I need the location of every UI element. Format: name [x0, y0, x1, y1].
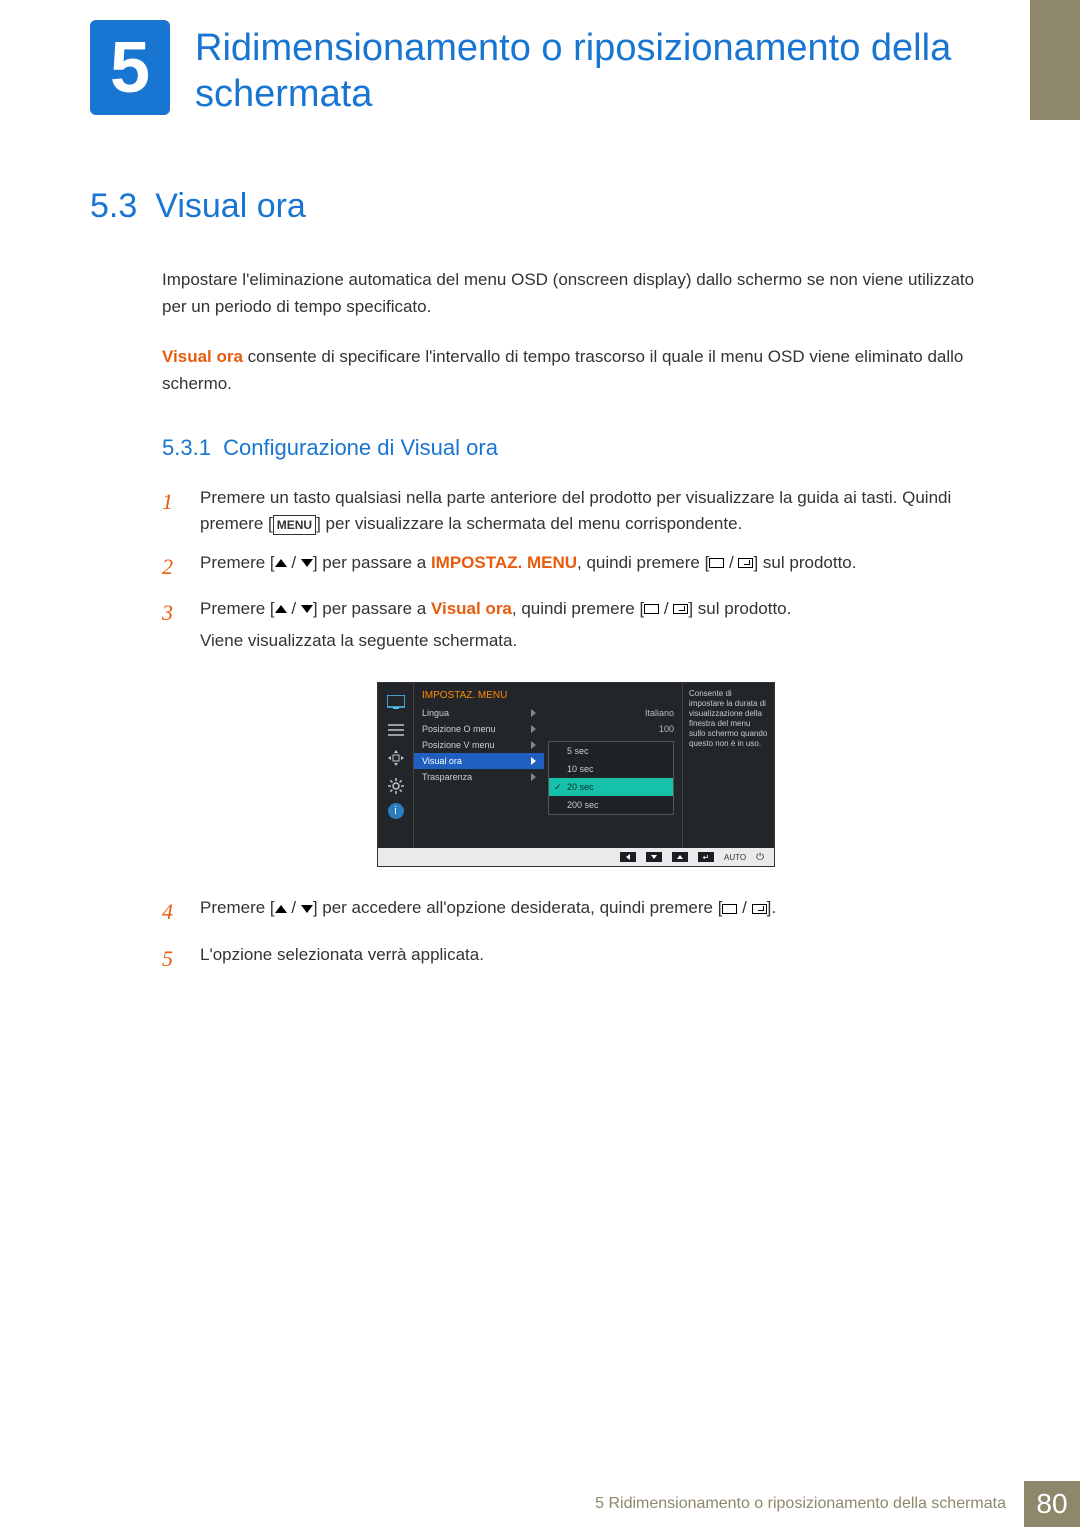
- step-text: Premere un tasto qualsiasi nella parte a…: [200, 485, 990, 538]
- osd-list-icon: [385, 719, 407, 741]
- menu-button-icon: MENU: [273, 515, 316, 536]
- osd-row-pos-o: Posizione O menu: [414, 721, 544, 737]
- page-footer: 5 Ridimensionamento o riposizionamento d…: [0, 1481, 1080, 1527]
- source-icon: [644, 604, 659, 614]
- osd-option-200sec: 200 sec: [549, 796, 673, 814]
- step-number: 4: [162, 895, 182, 929]
- osd-value-lingua: Italiano: [548, 705, 682, 721]
- intro-paragraph-1: Impostare l'eliminazione automatica del …: [90, 266, 990, 320]
- section-number: 5.3: [90, 187, 137, 225]
- osd-option-20sec: 20 sec: [549, 778, 673, 796]
- intro-highlight: Visual ora: [162, 347, 243, 366]
- osd-picture-icon: [385, 691, 407, 713]
- osd-footer-enter-icon: ↵: [698, 852, 714, 862]
- osd-value-pos-o: 100: [548, 721, 682, 737]
- chapter-number-badge: 5: [90, 20, 170, 115]
- step-number: 2: [162, 550, 182, 584]
- section-heading: 5.3 Visual ora: [90, 187, 990, 226]
- up-arrow-icon: [275, 605, 287, 613]
- osd-option-5sec: 5 sec: [549, 742, 673, 760]
- enter-icon: [673, 604, 688, 614]
- down-arrow-icon: [301, 905, 313, 913]
- osd-row-visual-ora: Visual ora: [414, 753, 544, 769]
- step-text: L'opzione selezionata verrà applicata.: [200, 942, 990, 976]
- osd-help-text: Consente di impostare la durata di visua…: [682, 683, 774, 848]
- osd-position-icon: [385, 747, 407, 769]
- step-number: 1: [162, 485, 182, 538]
- osd-footer-bar: ↵ AUTO ⏻: [378, 848, 774, 866]
- step-text: Premere [ / ] per accedere all'opzione d…: [200, 895, 990, 929]
- chevron-right-icon: [531, 741, 536, 749]
- osd-footer-down-icon: [646, 852, 662, 862]
- osd-submenu: 5 sec 10 sec 20 sec 200 sec: [548, 741, 674, 815]
- chevron-right-icon: [531, 757, 536, 765]
- osd-right-panel: Italiano 100 5 sec 10 sec 20 sec 200 sec: [544, 683, 682, 848]
- step-text: Premere [ / ] per passare a IMPOSTAZ. ME…: [200, 550, 990, 584]
- step-3: 3 Premere [ / ] per passare a Visual ora…: [162, 596, 990, 655]
- header-side-stripe: [1030, 0, 1080, 120]
- step-1: 1 Premere un tasto qualsiasi nella parte…: [162, 485, 990, 538]
- chevron-right-icon: [531, 709, 536, 717]
- page-content: 5.3 Visual ora Impostare l'eliminazione a…: [0, 117, 1080, 975]
- source-icon: [722, 904, 737, 914]
- step-5: 5 L'opzione selezionata verrà applicata.: [162, 942, 990, 976]
- up-arrow-icon: [275, 559, 287, 567]
- chevron-right-icon: [531, 725, 536, 733]
- step-text: Premere [ / ] per passare a Visual ora, …: [200, 596, 990, 655]
- osd-row-lingua: Lingua: [414, 705, 544, 721]
- footer-chapter-label: 5 Ridimensionamento o riposizionamento d…: [595, 1495, 1024, 1513]
- step-2: 2 Premere [ / ] per passare a IMPOSTAZ. …: [162, 550, 990, 584]
- step-3-trail: Viene visualizzata la seguente schermata…: [200, 628, 990, 654]
- chevron-right-icon: [531, 773, 536, 781]
- highlight-impostaz-menu: IMPOSTAZ. MENU: [431, 553, 577, 572]
- osd-row-pos-v: Posizione V menu: [414, 737, 544, 753]
- subsection-heading: 5.3.1 Configurazione di Visual ora: [162, 435, 990, 461]
- steps-list: 1 Premere un tasto qualsiasi nella parte…: [90, 485, 990, 976]
- section-title: Visual ora: [155, 187, 306, 225]
- osd-menu-list: IMPOSTAZ. MENU Lingua Posizione O menu P…: [414, 683, 544, 848]
- source-icon: [709, 558, 724, 568]
- osd-gear-icon: [385, 775, 407, 797]
- osd-info-icon: i: [388, 803, 404, 819]
- step-number: 3: [162, 596, 182, 655]
- page-number: 80: [1024, 1481, 1080, 1527]
- osd-menu-title: IMPOSTAZ. MENU: [414, 686, 544, 705]
- intro-paragraph-2: Visual ora consente di specificare l'int…: [90, 343, 990, 397]
- subsection-title: Configurazione di Visual ora: [223, 435, 498, 460]
- enter-icon: [738, 558, 753, 568]
- osd-screenshot: i IMPOSTAZ. MENU Lingua Posizione O menu…: [377, 682, 775, 867]
- down-arrow-icon: [301, 559, 313, 567]
- osd-option-10sec: 10 sec: [549, 760, 673, 778]
- osd-footer-up-icon: [672, 852, 688, 862]
- osd-category-icons: i: [378, 683, 414, 848]
- chapter-title: Ridimensionamento o riposizionamento del…: [195, 20, 1020, 117]
- highlight-visual-ora: Visual ora: [431, 599, 512, 618]
- osd-footer-left-icon: [620, 852, 636, 862]
- intro-rest: consente di specificare l'intervallo di …: [162, 347, 963, 393]
- osd-footer-power-icon: ⏻: [756, 852, 764, 863]
- up-arrow-icon: [275, 905, 287, 913]
- step-number: 5: [162, 942, 182, 976]
- osd-row-trasparenza: Trasparenza: [414, 769, 544, 785]
- enter-icon: [752, 904, 767, 914]
- osd-values: Italiano 100: [544, 686, 682, 737]
- down-arrow-icon: [301, 605, 313, 613]
- chapter-header: 5 Ridimensionamento o riposizionamento d…: [0, 0, 1080, 117]
- step-4: 4 Premere [ / ] per accedere all'opzione…: [162, 895, 990, 929]
- subsection-number: 5.3.1: [162, 435, 211, 460]
- osd-footer-auto: AUTO: [724, 853, 746, 862]
